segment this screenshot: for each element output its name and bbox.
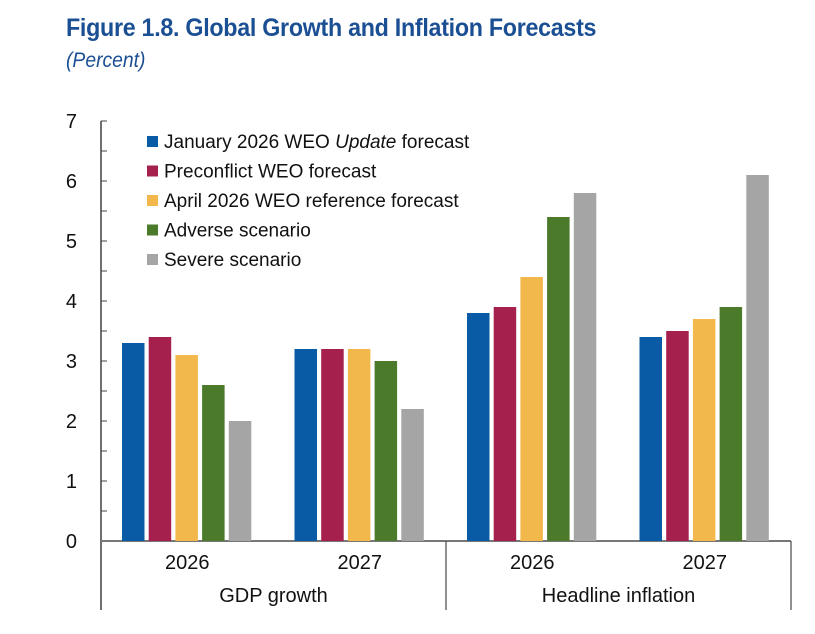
y-tick-label: 4: [66, 291, 77, 313]
y-tick-label: 7: [66, 111, 77, 133]
bar-0-2: [467, 313, 490, 541]
bar-0-1: [294, 349, 317, 541]
group-label: GDP growth: [219, 585, 328, 607]
legend: January 2026 WEO Update forecast Preconfl…: [147, 132, 470, 271]
y-tick-label: 5: [66, 231, 77, 253]
bar-2-2: [520, 277, 543, 541]
bar-0-3: [639, 337, 662, 541]
bar-3-3: [719, 307, 743, 541]
legend-label-part: January 2026 WEO: [164, 132, 335, 153]
legend-label-0: January 2026 WEO Update forecast: [164, 132, 470, 153]
bar-1-3: [666, 331, 689, 541]
bar-4-0: [228, 421, 252, 541]
x-tick-label: 2027: [683, 552, 728, 574]
legend-swatch-1: [147, 165, 158, 177]
bar-1-1: [321, 349, 344, 541]
legend-swatch-0: [147, 136, 158, 147]
legend-swatch-3: [147, 224, 158, 236]
x-tick-label: 2026: [510, 552, 555, 574]
bars-layer: [122, 175, 769, 541]
bar-0-0: [122, 343, 145, 541]
legend-label-part: forecast: [396, 132, 470, 153]
bar-3-1: [374, 361, 398, 541]
bar-4-3: [746, 175, 769, 541]
legend-swatch-4: [147, 254, 158, 265]
legend-label-part: Update: [335, 132, 396, 153]
figure-subtitle: (Percent): [66, 49, 146, 72]
y-tick-label: 6: [66, 171, 77, 193]
bar-4-2: [573, 193, 597, 541]
bar-1-2: [493, 307, 517, 541]
bar-3-2: [547, 217, 570, 541]
bar-2-3: [692, 319, 716, 541]
y-tick-label: 2: [66, 411, 77, 433]
bar-3-0: [202, 385, 225, 541]
figure-title: Figure 1.8. Global Growth and Inflation …: [66, 14, 597, 42]
x-tick-label: 2027: [338, 552, 383, 574]
group-label: Headline inflation: [542, 585, 695, 607]
bar-2-1: [347, 349, 371, 541]
legend-label-3: Adverse scenario: [164, 221, 311, 242]
x-tick-label: 2026: [165, 552, 210, 574]
category-labels: 2026 2027 2026 2027 GDP growth Headline infla…: [165, 552, 727, 607]
legend-label-1: Preconflict WEO forecast: [164, 162, 377, 183]
legend-label-4: Severe scenario: [164, 250, 301, 271]
bar-4-1: [401, 409, 424, 541]
y-tick-label: 1: [66, 471, 77, 493]
bar-2-0: [175, 355, 198, 541]
legend-swatch-2: [147, 195, 158, 206]
bar-1-0: [148, 337, 172, 541]
y-tick-label: 3: [66, 351, 77, 373]
legend-label-2: April 2026 WEO reference forecast: [164, 191, 459, 212]
y-tick-label: 0: [66, 531, 77, 553]
